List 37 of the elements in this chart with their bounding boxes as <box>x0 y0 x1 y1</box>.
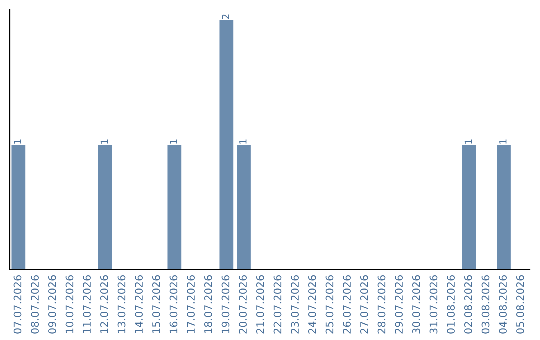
x-tick-label: 26.07.2026 <box>343 276 352 334</box>
x-tick-label: 07.07.2026 <box>14 276 22 334</box>
x-tick-label: 10.07.2026 <box>66 276 74 334</box>
x-tick-label: 22.07.2026 <box>274 276 282 334</box>
x-tick-label: 28.07.2026 <box>378 276 386 334</box>
x-tick-label: 23.07.2026 <box>291 276 300 334</box>
x-tick-label: 29.07.2026 <box>395 276 404 334</box>
x-tick-label: 14.07.2026 <box>135 276 144 334</box>
x-tick-label: 05.08.2026 <box>516 276 524 334</box>
x-tick-label: 31.07.2026 <box>430 276 438 334</box>
x-tick-label: 15.07.2026 <box>152 276 160 334</box>
x-tick-label: 16.07.2026 <box>170 276 178 334</box>
x-tick-label: 24.07.2026 <box>308 276 316 334</box>
x-tick-label: 25.07.2026 <box>326 276 334 334</box>
x-tick-label: 11.07.2026 <box>83 276 92 334</box>
data-label: 1 <box>170 140 178 144</box>
data-label: 2 <box>222 14 230 20</box>
x-tick-label: 03.08.2026 <box>482 276 490 334</box>
data-label: 1 <box>240 140 247 144</box>
x-tick-label: 02.08.2026 <box>464 276 472 334</box>
x-tick-label: 19.07.2026 <box>222 276 230 334</box>
x-tick-label: 18.07.2026 <box>204 276 212 334</box>
x-tick-label: 09.07.2026 <box>48 276 56 334</box>
x-tick-label: 27.07.2026 <box>360 276 368 334</box>
x-tick-label: 17.07.2026 <box>187 276 196 334</box>
x-tick-label: 08.07.2026 <box>31 276 40 334</box>
x-tick-label: 20.07.2026 <box>239 276 248 334</box>
data-label: 1 <box>500 140 507 144</box>
x-tick-label: 01.08.2026 <box>447 276 456 334</box>
data-label: 1 <box>14 140 22 144</box>
x-tick-label: 13.07.2026 <box>118 276 126 334</box>
data-label: 1 <box>464 140 472 144</box>
data-label: 1 <box>100 140 108 144</box>
x-tick-label: 21.07.2026 <box>256 276 264 334</box>
x-tick-label: 12.07.2026 <box>100 276 108 334</box>
x-tick-label: 04.08.2026 <box>499 276 508 334</box>
x-tick-label: 30.07.2026 <box>412 276 420 334</box>
